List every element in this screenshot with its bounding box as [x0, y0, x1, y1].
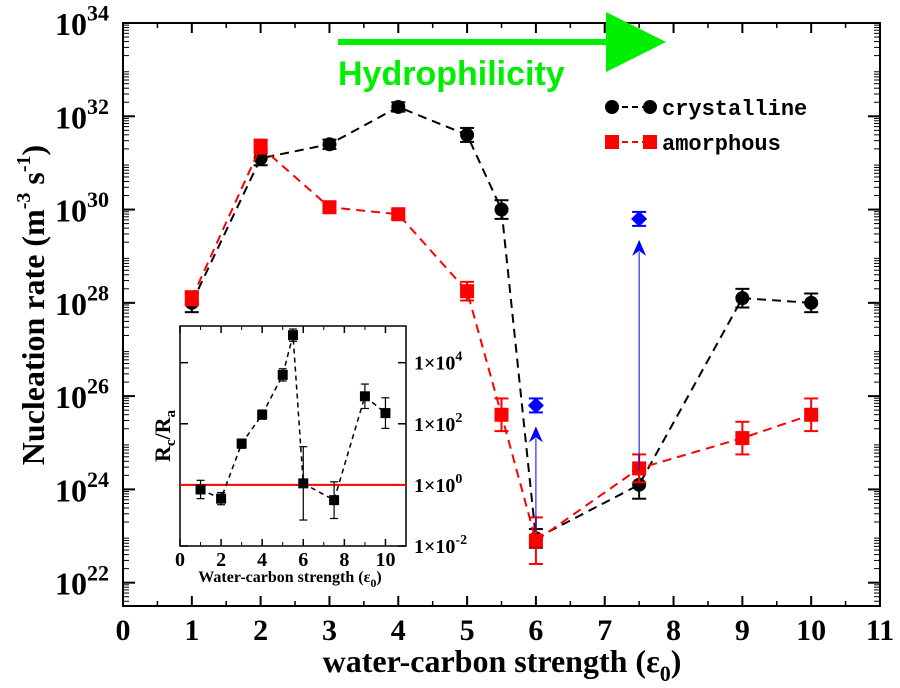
- x-tick-label: 1: [184, 614, 199, 647]
- x-tick-label: 6: [528, 614, 543, 647]
- inset-data-point: [236, 438, 247, 449]
- inset-data-point: [380, 408, 391, 419]
- data-point: [253, 139, 268, 154]
- main-x-ticks: 0 1 2 3 4 5 6 7 8 9 10 11: [116, 23, 894, 647]
- inset-y-tick-label: 1×104: [414, 350, 462, 375]
- main-series-layer: [184, 99, 819, 566]
- data-point: [494, 407, 509, 422]
- data-point: [804, 407, 819, 422]
- y-tick-label: 1034: [55, 1, 109, 42]
- inset-plot: 0 2 4 6 8 10 1×10-2 1×100 1×102 1×104 Water-carb…: [150, 325, 467, 590]
- x-tick-label: 2: [253, 614, 268, 647]
- x-tick-label: 9: [735, 614, 750, 647]
- x-tick-label: 8: [666, 614, 681, 647]
- data-point: [735, 291, 750, 306]
- data-point: [460, 284, 475, 299]
- inset-data-point: [216, 493, 227, 504]
- inset-y-axis-title: Rc/Ra: [150, 409, 179, 462]
- blue-arrow-head: [632, 239, 647, 256]
- y-axis-title: Nucleation rate (m-3 s-1): [13, 145, 51, 465]
- series-blue-2: [527, 210, 648, 532]
- series-amorphous: [184, 138, 819, 566]
- x-axis-title: water-carbon strength (ε0): [323, 643, 682, 686]
- y-tick-label: 1026: [55, 374, 109, 415]
- x-tick-label: 10: [796, 614, 826, 647]
- inset-x-axis-title: Water-carbon strength (ε0): [198, 569, 381, 590]
- y-tick-label: 1032: [55, 94, 109, 135]
- inset-x-ticks: 0 2 4 6 8 10: [175, 326, 395, 571]
- inset-series-layer: [180, 328, 406, 521]
- series-line: [190, 105, 812, 540]
- x-tick-label: 0: [116, 614, 131, 647]
- data-point: [322, 200, 337, 215]
- inset-x-tick-label: 0: [175, 549, 185, 571]
- inset-background: [180, 326, 406, 546]
- series-line: [190, 144, 812, 543]
- x-tick-label: 4: [391, 614, 406, 647]
- data-point: [527, 397, 544, 414]
- y-tick-label: 1028: [55, 280, 109, 321]
- inset-y-tick-label: 1×102: [414, 411, 462, 436]
- inset-x-tick-label: 2: [216, 549, 226, 571]
- blue-arrow-head: [528, 426, 543, 443]
- svg-text:amorphous: amorphous: [662, 132, 781, 157]
- x-tick-label: 3: [322, 614, 337, 647]
- main-plot: 0 1 2 3 4 5 6 7 8 9 10 11 1022102410261028103010321…: [13, 1, 894, 686]
- legend-entry-amorphous: amorphous: [605, 132, 781, 157]
- data-point: [322, 137, 337, 152]
- x-tick-label: 5: [460, 614, 475, 647]
- y-tick-label: 1030: [55, 187, 109, 228]
- inset-data-point: [298, 478, 309, 489]
- y-tick-label: 1022: [55, 560, 109, 601]
- legend-entry-crystalline: crystalline: [605, 97, 807, 122]
- legend: crystalline amorphous: [605, 97, 807, 157]
- data-point: [391, 207, 406, 222]
- data-point: [528, 533, 543, 548]
- inset-plot-frame: [179, 325, 407, 547]
- data-point: [735, 431, 750, 446]
- inset-y-ticks: 1×10-2 1×100 1×102 1×104: [180, 350, 467, 558]
- inset-data-point: [195, 484, 206, 495]
- y-tick-label: 1024: [55, 467, 109, 508]
- inset-data-point: [277, 369, 288, 380]
- data-point: [631, 210, 648, 227]
- inset-y-tick-label: 1×100: [414, 472, 462, 497]
- x-tick-label: 7: [597, 614, 612, 647]
- data-point: [804, 295, 819, 310]
- data-point: [184, 291, 199, 306]
- inset-data-point: [329, 495, 340, 506]
- data-point: [460, 127, 475, 142]
- inset-y-tick-label: 1×10-2: [414, 533, 467, 558]
- hydrophilicity-label: Hydrophilicity: [338, 55, 565, 93]
- inset-data-point: [288, 330, 298, 341]
- data-point: [632, 477, 647, 492]
- x-tick-label: 11: [866, 614, 894, 647]
- inset-x-tick-label: 6: [298, 549, 308, 571]
- inset-x-tick-label: 4: [257, 549, 267, 571]
- data-point: [391, 99, 406, 114]
- inset-data-point: [359, 391, 370, 402]
- inset-data-point: [257, 409, 268, 420]
- inset-series: [195, 328, 391, 521]
- inset-x-tick-label: 8: [339, 549, 349, 571]
- svg-text:crystalline: crystalline: [662, 97, 807, 122]
- inset-series-line: [200, 334, 386, 502]
- inset-x-tick-label: 10: [375, 549, 395, 571]
- data-point: [494, 202, 509, 217]
